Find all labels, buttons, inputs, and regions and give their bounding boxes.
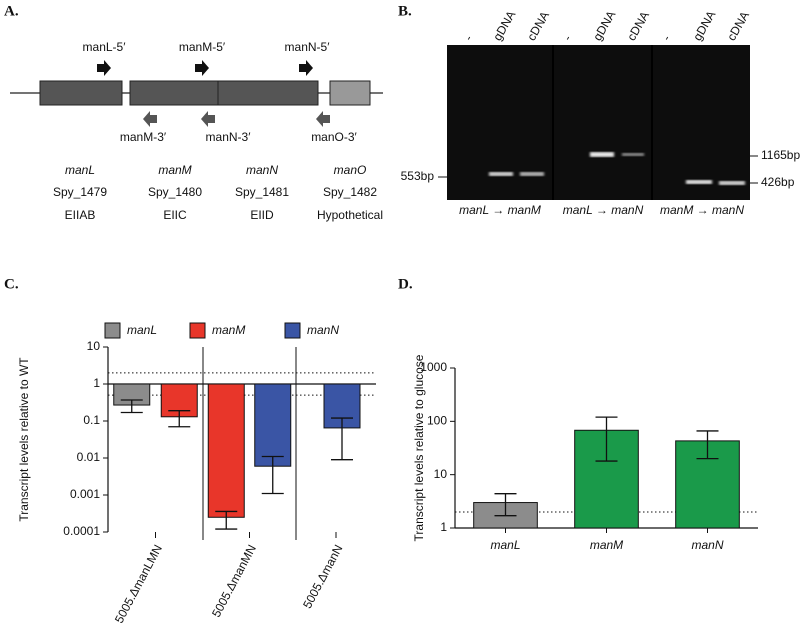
legend-swatch bbox=[189, 322, 206, 339]
error-bar bbox=[261, 455, 284, 495]
y-tick-label: 10 bbox=[434, 467, 448, 481]
pair-label: manM → manN bbox=[660, 203, 744, 217]
x-tick-label: manL bbox=[490, 538, 520, 552]
x-tick-label: 5005.ΔmanLMN bbox=[112, 542, 165, 625]
y-tick-label: 0.001 bbox=[70, 487, 100, 501]
y-tick-label: 1 bbox=[93, 376, 100, 390]
panel-label: C. bbox=[4, 276, 19, 292]
gene-product: EIID bbox=[250, 208, 274, 222]
primer-label: manO-3′ bbox=[311, 130, 357, 144]
primer-label: manN-3′ bbox=[206, 130, 252, 144]
y-tick-label: 1000 bbox=[420, 360, 447, 374]
gene-locus: Spy_1479 bbox=[53, 185, 107, 199]
panel-label: D. bbox=[398, 276, 413, 292]
lane-label: - bbox=[461, 33, 475, 43]
error-bar bbox=[215, 510, 238, 530]
y-tick-label: 0.1 bbox=[83, 413, 100, 427]
bar bbox=[254, 383, 292, 467]
gel bbox=[438, 45, 758, 200]
y-tick-label: 0.0001 bbox=[63, 524, 100, 538]
legend-swatch bbox=[284, 322, 301, 339]
legend-label: manN bbox=[307, 323, 339, 337]
panel-label: A. bbox=[4, 3, 19, 19]
y-tick-label: 1 bbox=[440, 520, 447, 534]
gene-product: Hypothetical bbox=[317, 208, 383, 222]
legend-label: manM bbox=[212, 323, 245, 337]
error-bar bbox=[120, 399, 143, 414]
error-bar bbox=[696, 430, 719, 460]
primer-label: manM-5′ bbox=[179, 40, 226, 54]
gene-product: EIIAB bbox=[65, 208, 96, 222]
lane-label: cDNA bbox=[524, 9, 552, 43]
pair-label: manL → manN bbox=[563, 203, 644, 217]
x-tick-label: 5005.ΔmanMN bbox=[209, 542, 259, 619]
size-label: 1165bp bbox=[761, 148, 800, 162]
x-tick-label: manN bbox=[691, 538, 723, 552]
error-bar bbox=[494, 493, 517, 517]
panel-label: B. bbox=[398, 3, 412, 19]
lane-label: gDNA bbox=[590, 8, 618, 43]
pair-label: manL → manM bbox=[459, 203, 541, 217]
y-tick-label: 0.01 bbox=[77, 450, 101, 464]
lane-label: - bbox=[560, 33, 574, 43]
gene-product: EIIC bbox=[163, 208, 187, 222]
lane-label: cDNA bbox=[724, 9, 752, 43]
y-axis-label: Transcript levels relative to WT bbox=[17, 357, 31, 522]
error-bar bbox=[595, 416, 618, 462]
gene-locus: Spy_1480 bbox=[148, 185, 202, 199]
gene-locus: Spy_1481 bbox=[235, 185, 289, 199]
gene-name: manO bbox=[334, 163, 367, 177]
legend-swatch bbox=[104, 322, 121, 339]
x-tick-label: 5005.ΔmanN bbox=[300, 542, 345, 610]
y-tick-label: 100 bbox=[427, 414, 447, 428]
lane-label: cDNA bbox=[624, 9, 652, 43]
primer-label: manL-5′ bbox=[83, 40, 127, 54]
gene-locus: Spy_1482 bbox=[323, 185, 377, 199]
size-label: 426bp bbox=[761, 175, 795, 189]
legend-label: manL bbox=[127, 323, 157, 337]
error-bar bbox=[331, 417, 353, 461]
operon-diagram bbox=[10, 60, 383, 127]
gene-name: manM bbox=[158, 163, 191, 177]
lane-label: - bbox=[659, 33, 673, 43]
error-bar bbox=[168, 410, 191, 428]
primer-label: manN-5′ bbox=[285, 40, 331, 54]
size-label: 553bp bbox=[401, 169, 435, 183]
bar bbox=[207, 383, 245, 518]
x-tick-label: manM bbox=[590, 538, 623, 552]
lane-label: gDNA bbox=[490, 8, 518, 43]
gene-name: manL bbox=[65, 163, 95, 177]
y-axis-label: Transcript levels relative to glucose bbox=[412, 354, 426, 541]
lane-label: gDNA bbox=[690, 8, 718, 43]
y-tick-label: 10 bbox=[87, 339, 101, 353]
gene-name: manN bbox=[246, 163, 278, 177]
primer-label: manM-3′ bbox=[120, 130, 167, 144]
